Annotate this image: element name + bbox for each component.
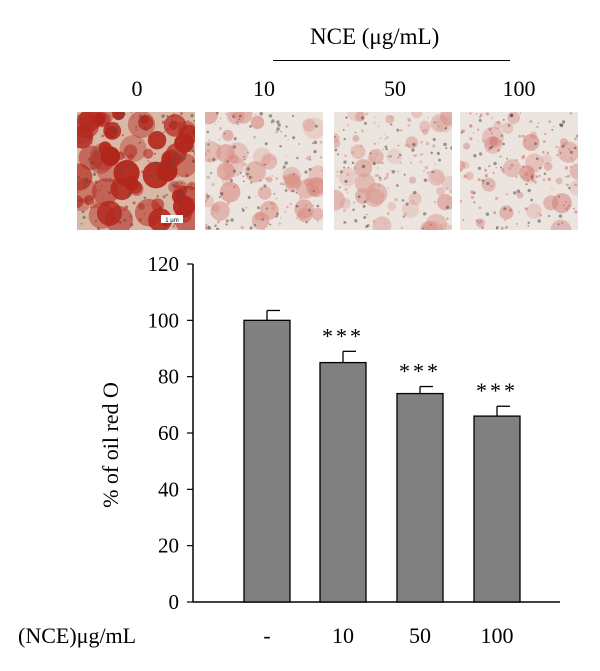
nce-group-label: NCE (μg/mL) [310, 24, 440, 49]
x-tick-label: 50 [409, 623, 431, 648]
concentration-label-50: 50 [384, 76, 406, 101]
x-tick-label: 100 [481, 623, 514, 648]
significance-label: *** [399, 359, 441, 384]
x-axis-label: (NCE)μg/mL [18, 623, 136, 648]
nce-group-line [273, 60, 510, 61]
y-tick-label: 0 [169, 590, 180, 614]
bar [243, 319, 291, 603]
y-tick-label: 20 [158, 534, 179, 558]
x-tick-label: - [263, 623, 270, 648]
concentration-label-10: 10 [253, 76, 275, 101]
x-tick-label: 10 [332, 623, 354, 648]
y-axis-label: % of oil red O [98, 382, 123, 508]
y-tick-label: 60 [158, 421, 179, 445]
significance-label: *** [476, 378, 518, 403]
micrograph-10 [205, 112, 323, 230]
concentration-label-100: 100 [502, 76, 536, 101]
micrograph-100 [460, 112, 578, 230]
y-tick-label: 80 [158, 365, 179, 389]
micrograph-0: 1 μm [77, 112, 195, 230]
bar [396, 392, 444, 603]
y-tick-label: 100 [148, 308, 180, 332]
micrograph-50 [334, 112, 452, 230]
bar [473, 415, 521, 603]
bar [319, 361, 367, 603]
y-tick-label: 120 [148, 252, 180, 276]
oil-red-o-bar-chart: 0 20 40 60 80 100 120 % of oil red O - *** 10 *** 50… [18, 252, 560, 648]
concentration-label-0: 0 [131, 76, 143, 101]
scale-bar-label: 1 μm [165, 218, 178, 224]
y-tick-label: 40 [158, 477, 179, 501]
significance-label: *** [322, 323, 364, 348]
